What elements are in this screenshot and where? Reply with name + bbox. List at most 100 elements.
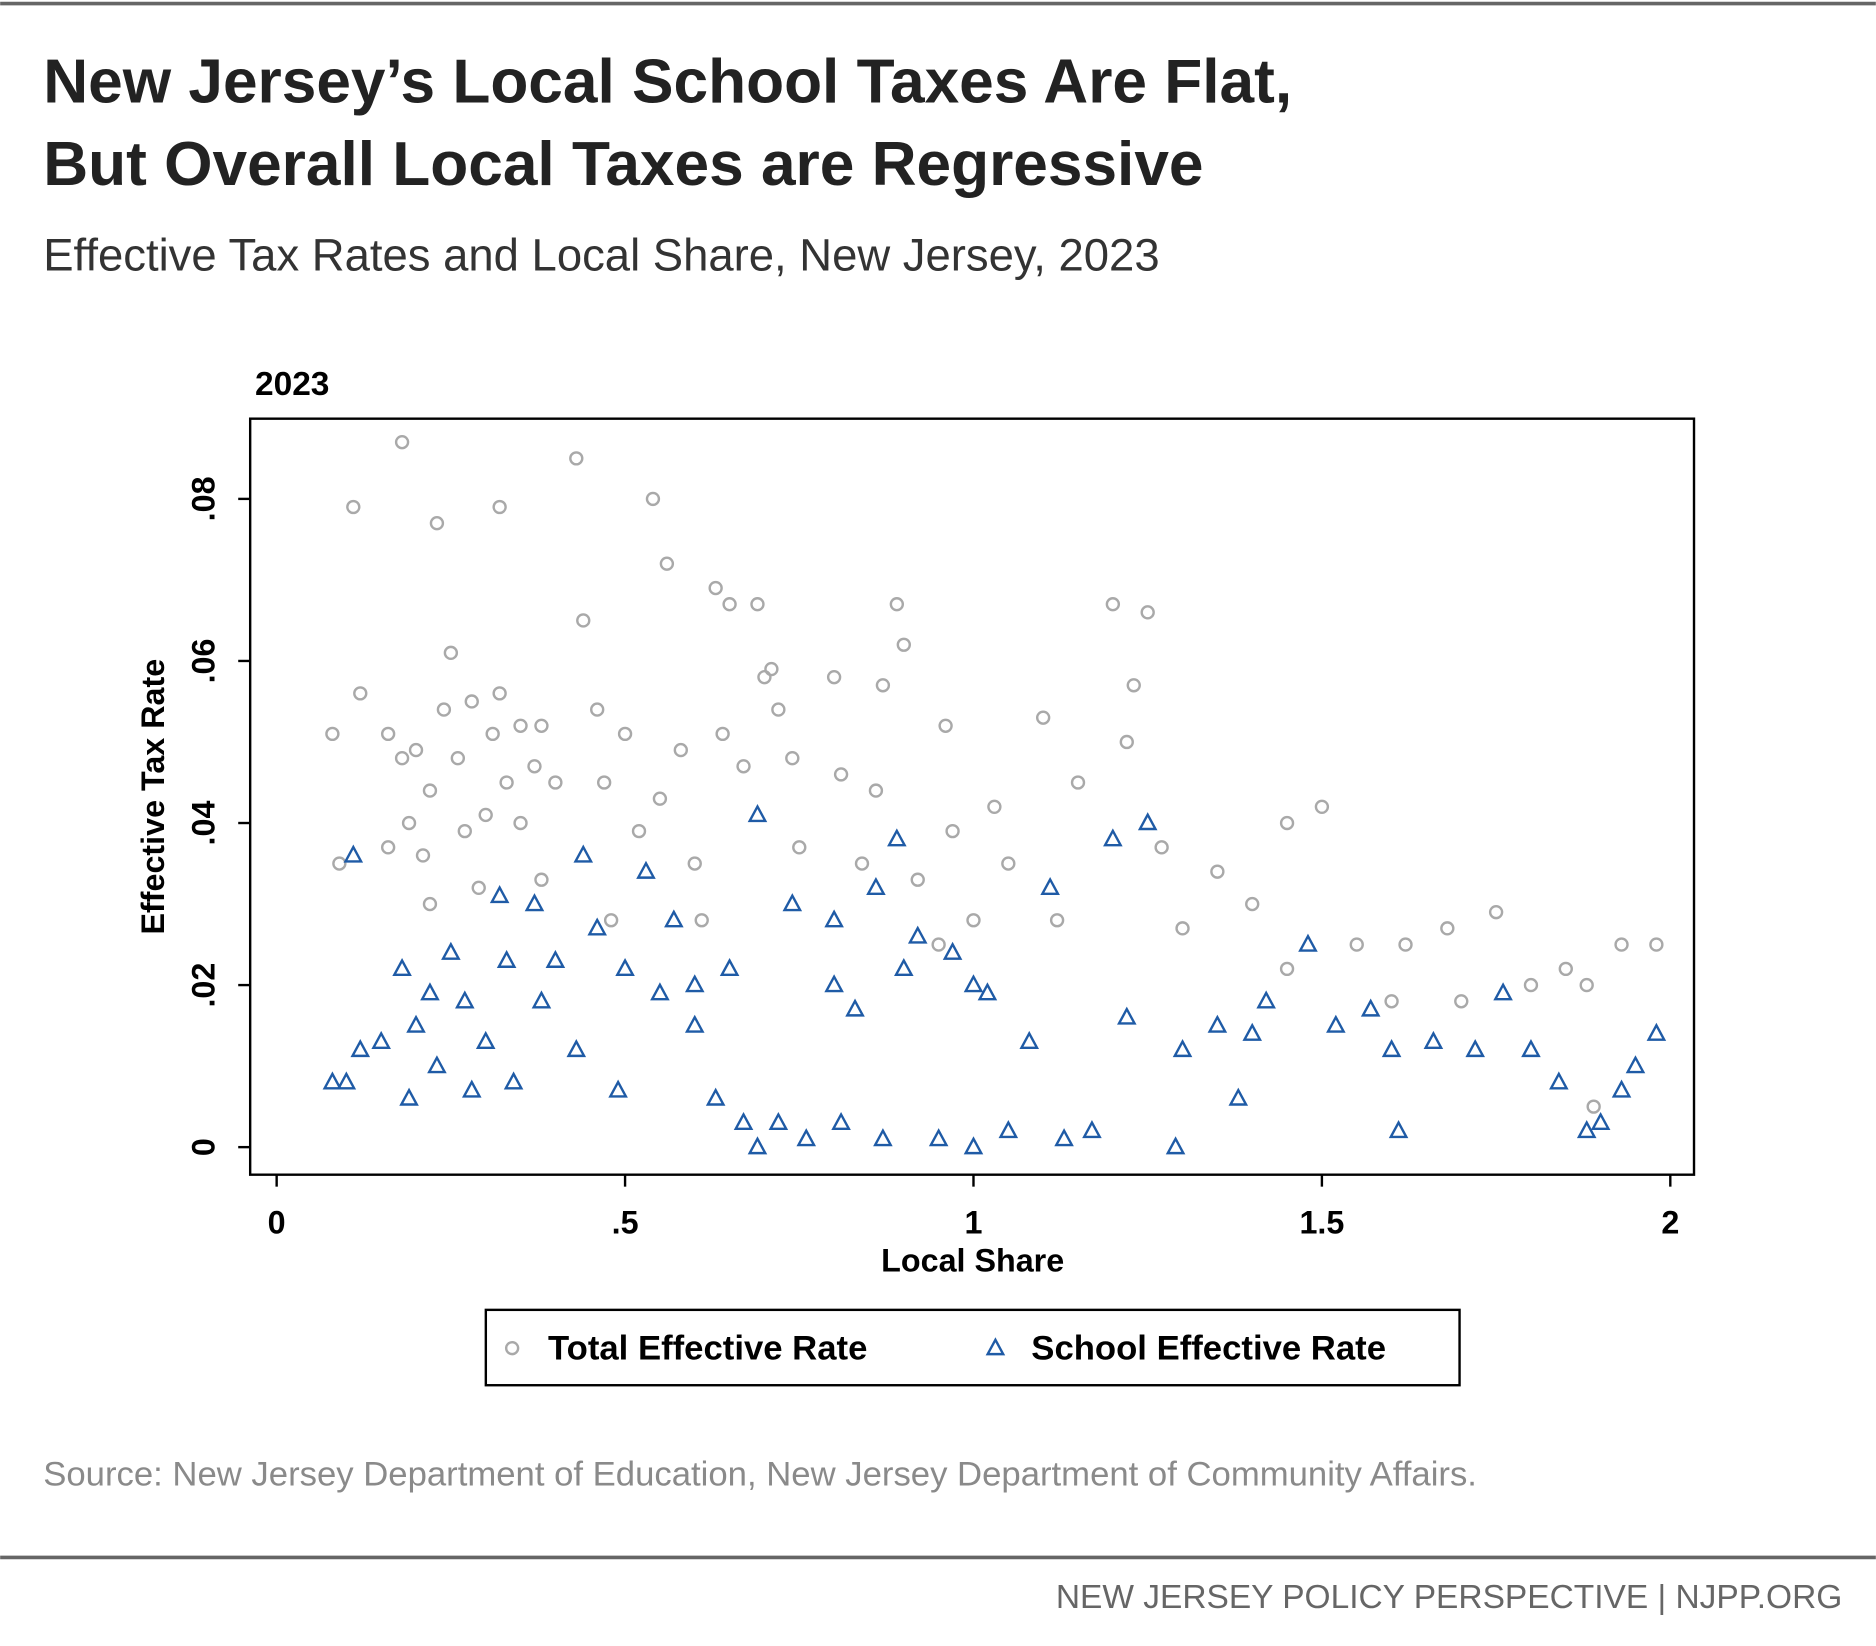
- point: [429, 516, 445, 531]
- point: [1245, 896, 1260, 912]
- point: [1105, 597, 1121, 612]
- point: [394, 434, 410, 450]
- point: [573, 844, 594, 863]
- point: [1488, 904, 1504, 920]
- point: [1103, 828, 1123, 847]
- point: [422, 783, 438, 798]
- point: [1384, 994, 1399, 1009]
- legend-marker: [504, 1340, 520, 1356]
- point: [768, 1111, 789, 1131]
- y-tick-label: 0: [185, 1138, 221, 1156]
- point: [608, 1079, 628, 1098]
- point: [977, 982, 998, 1001]
- point: [415, 848, 431, 863]
- point: [868, 783, 884, 798]
- point: [401, 815, 417, 831]
- point: [1001, 856, 1016, 871]
- point: [963, 1136, 984, 1155]
- point: [513, 815, 528, 831]
- point: [684, 974, 705, 993]
- point: [392, 957, 412, 977]
- point: [489, 885, 510, 904]
- point: [945, 823, 960, 839]
- point: [1165, 1136, 1186, 1155]
- point: [1049, 913, 1065, 928]
- x-tick-label: 2: [1661, 1204, 1679, 1240]
- point: [492, 499, 507, 515]
- panel-title: 2023: [255, 366, 330, 403]
- legend-label: School Effective Rate: [1031, 1330, 1386, 1368]
- point: [1326, 1014, 1346, 1033]
- x-axis-label: Local Share: [881, 1243, 1064, 1279]
- point: [750, 597, 765, 612]
- point: [325, 726, 340, 742]
- y-tick-label: .08: [185, 476, 221, 521]
- point: [1242, 1022, 1263, 1041]
- point: [896, 637, 911, 652]
- point: [1082, 1120, 1102, 1139]
- point: [545, 949, 566, 968]
- point: [987, 799, 1002, 814]
- point: [708, 580, 723, 596]
- point: [441, 941, 461, 960]
- point: [938, 718, 953, 733]
- point: [436, 702, 452, 717]
- point: [824, 909, 844, 928]
- point: [455, 990, 475, 1009]
- point: [1649, 937, 1664, 952]
- point: [461, 1079, 482, 1098]
- point: [715, 726, 730, 742]
- point: [854, 856, 870, 871]
- point: [824, 974, 844, 993]
- point: [942, 941, 963, 960]
- point: [587, 917, 607, 936]
- point: [499, 775, 514, 790]
- point: [1646, 1022, 1667, 1041]
- point: [1611, 1079, 1632, 1098]
- point: [503, 1071, 524, 1090]
- point: [963, 974, 984, 993]
- point: [617, 726, 633, 742]
- point: [371, 1030, 391, 1049]
- point: [380, 726, 396, 742]
- point: [475, 1030, 496, 1049]
- point: [875, 678, 891, 693]
- point: [1154, 840, 1169, 855]
- point: [1381, 1039, 1402, 1058]
- point: [1117, 1006, 1137, 1025]
- point: [1558, 961, 1573, 977]
- point: [796, 1128, 817, 1147]
- point: [534, 872, 549, 887]
- footer: NEW JERSEY POLICY PERSPECTIVE | NJPP.ORG: [1056, 1579, 1843, 1616]
- point: [1549, 1071, 1569, 1090]
- point: [478, 807, 493, 823]
- point: [1119, 734, 1134, 750]
- point: [1175, 921, 1190, 936]
- point: [1493, 982, 1513, 1001]
- point: [576, 613, 591, 628]
- point: [645, 491, 661, 507]
- point: [464, 694, 479, 709]
- point: [764, 661, 779, 677]
- point: [722, 597, 737, 612]
- point: [399, 1087, 419, 1106]
- point: [733, 1111, 754, 1131]
- point: [1207, 1014, 1228, 1033]
- point: [1625, 1055, 1646, 1074]
- point: [615, 957, 635, 977]
- point: [350, 1039, 371, 1058]
- point: [771, 702, 786, 717]
- plot-frame: [248, 417, 1696, 1176]
- point: [659, 556, 675, 571]
- point: [1035, 710, 1051, 725]
- point: [353, 686, 368, 701]
- chart-title: But Overall Local Taxes are Regressive: [43, 130, 1203, 199]
- point: [910, 872, 925, 887]
- y-axis-label: Effective Tax Rate: [135, 659, 171, 935]
- point: [889, 597, 905, 612]
- point: [894, 957, 914, 977]
- point: [1586, 1099, 1601, 1114]
- point: [1070, 775, 1086, 790]
- point: [833, 767, 849, 782]
- point: [736, 759, 751, 774]
